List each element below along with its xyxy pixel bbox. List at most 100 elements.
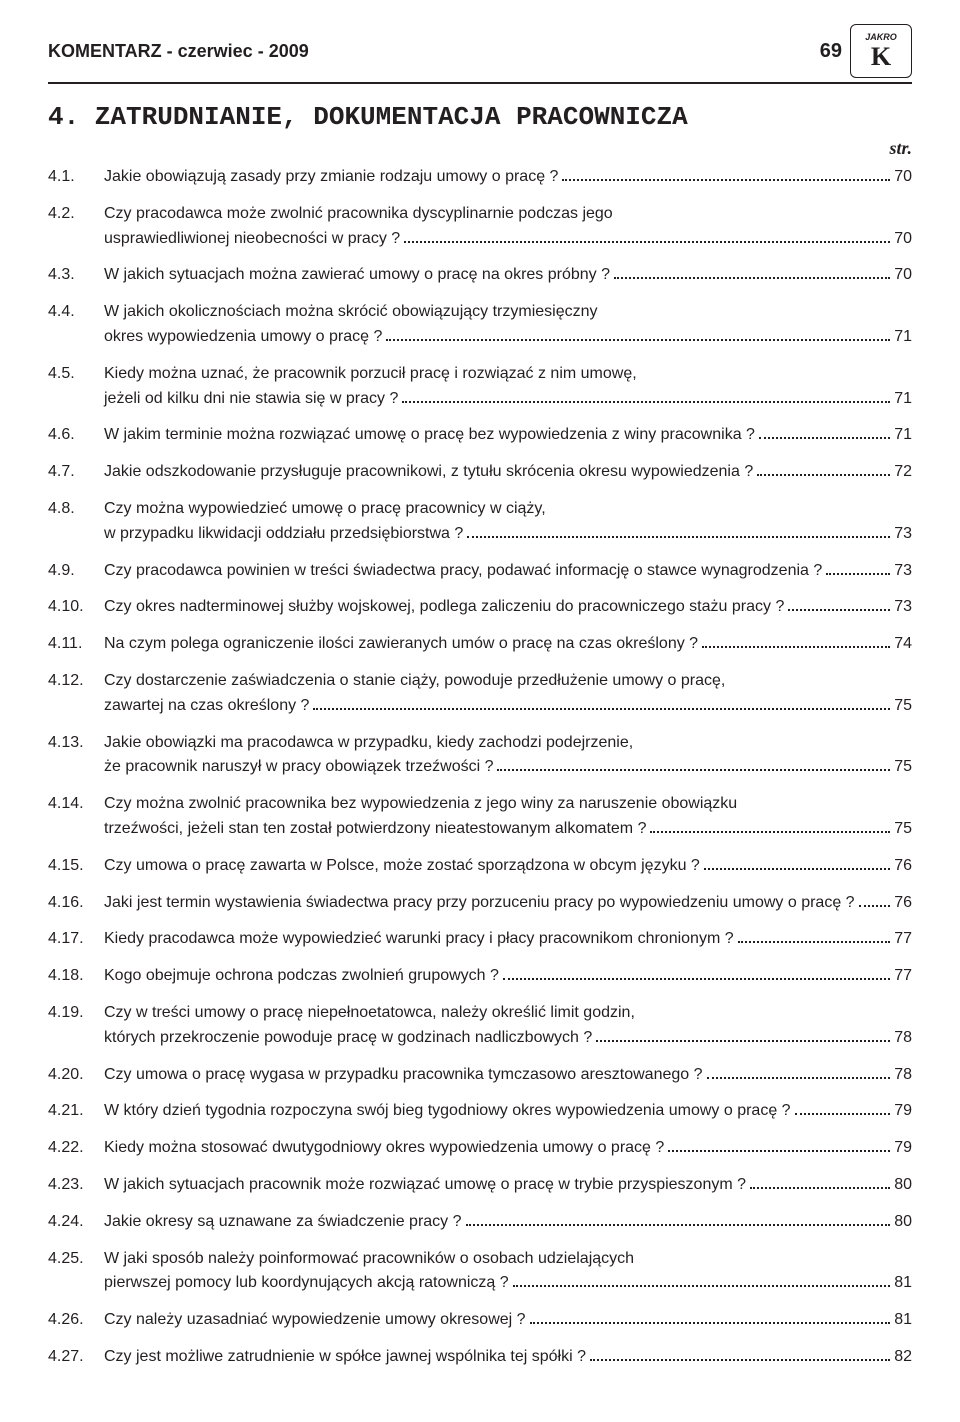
toc-text: pierwszej pomocy lub koordynujących akcj… bbox=[104, 1271, 509, 1296]
toc-text: Czy w treści umowy o pracę niepełnoetato… bbox=[104, 1001, 635, 1026]
toc-number: 4.26. bbox=[48, 1308, 104, 1333]
toc-text: Czy można zwolnić pracownika bez wypowie… bbox=[104, 792, 737, 817]
toc-number: 4.22. bbox=[48, 1136, 104, 1161]
header-left: KOMENTARZ - czerwiec - 2009 bbox=[48, 41, 309, 62]
dot-leader bbox=[466, 1224, 891, 1226]
dot-leader bbox=[402, 401, 890, 403]
toc-body: W który dzień tygodnia rozpoczyna swój b… bbox=[104, 1099, 912, 1124]
toc-item: 4.26.Czy należy uzasadniać wypowiedzenie… bbox=[48, 1308, 912, 1333]
toc-line: Jakie odszkodowanie przysługuje pracowni… bbox=[104, 460, 912, 485]
dot-leader bbox=[750, 1187, 890, 1189]
toc-line: Czy można wypowiedzieć umowę o pracę pra… bbox=[104, 497, 912, 522]
toc-line: pierwszej pomocy lub koordynujących akcj… bbox=[104, 1271, 912, 1296]
dot-leader bbox=[513, 1285, 891, 1287]
dot-leader bbox=[702, 646, 890, 648]
dot-leader bbox=[859, 905, 891, 907]
toc-text: trzeźwości, jeżeli stan ten został potwi… bbox=[104, 817, 646, 842]
dot-leader bbox=[596, 1040, 890, 1042]
toc-line: W jakich okolicznościach można skrócić o… bbox=[104, 300, 912, 325]
toc-page: 70 bbox=[894, 227, 912, 252]
toc-body: Czy należy uzasadniać wypowiedzenie umow… bbox=[104, 1308, 912, 1333]
dot-leader bbox=[497, 769, 890, 771]
toc-body: Czy w treści umowy o pracę niepełnoetato… bbox=[104, 1001, 912, 1051]
toc-page: 76 bbox=[894, 891, 912, 916]
toc-line: Czy umowa o pracę wygasa w przypadku pra… bbox=[104, 1063, 912, 1088]
toc-item: 4.5.Kiedy można uznać, że pracownik porz… bbox=[48, 362, 912, 412]
dot-leader bbox=[707, 1077, 891, 1079]
toc-page: 70 bbox=[894, 165, 912, 190]
toc-page: 70 bbox=[894, 263, 912, 288]
dot-leader bbox=[650, 831, 890, 833]
toc-item: 4.20.Czy umowa o pracę wygasa w przypadk… bbox=[48, 1063, 912, 1088]
dot-leader bbox=[757, 474, 890, 476]
toc-line: Kiedy można uznać, że pracownik porzucił… bbox=[104, 362, 912, 387]
toc-line: Kiedy pracodawca może wypowiedzieć warun… bbox=[104, 927, 912, 952]
dot-leader bbox=[562, 179, 890, 181]
toc-item: 4.17.Kiedy pracodawca może wypowiedzieć … bbox=[48, 927, 912, 952]
toc-item: 4.23.W jakich sytuacjach pracownik może … bbox=[48, 1173, 912, 1198]
toc-text: Czy należy uzasadniać wypowiedzenie umow… bbox=[104, 1308, 526, 1333]
toc-item: 4.3.W jakich sytuacjach można zawierać u… bbox=[48, 263, 912, 288]
toc-line: Jakie okresy są uznawane za świadczenie … bbox=[104, 1210, 912, 1235]
toc-text: że pracownik naruszył w pracy obowiązek … bbox=[104, 755, 493, 780]
toc-line: Czy umowa o pracę zawarta w Polsce, może… bbox=[104, 854, 912, 879]
toc-body: Kogo obejmuje ochrona podczas zwolnień g… bbox=[104, 964, 912, 989]
toc-text: W jakich okolicznościach można skrócić o… bbox=[104, 300, 598, 325]
toc-text: zawartej na czas określony ? bbox=[104, 694, 309, 719]
toc-number: 4.4. bbox=[48, 300, 104, 325]
toc-page: 80 bbox=[894, 1173, 912, 1198]
toc-page: 78 bbox=[894, 1063, 912, 1088]
toc-number: 4.16. bbox=[48, 891, 104, 916]
toc-line: Kiedy można stosować dwutygodniowy okres… bbox=[104, 1136, 912, 1161]
toc-text: W jakich sytuacjach można zawierać umowy… bbox=[104, 263, 610, 288]
toc-number: 4.14. bbox=[48, 792, 104, 817]
toc-body: Jakie obowiązki ma pracodawca w przypadk… bbox=[104, 731, 912, 781]
toc-item: 4.25.W jaki sposób należy poinformować p… bbox=[48, 1247, 912, 1297]
toc-body: W jakich sytuacjach można zawierać umowy… bbox=[104, 263, 912, 288]
toc-line: W jakich sytuacjach pracownik może rozwi… bbox=[104, 1173, 912, 1198]
toc-page: 82 bbox=[894, 1345, 912, 1370]
toc-number: 4.25. bbox=[48, 1247, 104, 1272]
toc-body: Czy pracodawca powinien w treści świadec… bbox=[104, 559, 912, 584]
toc-number: 4.11. bbox=[48, 632, 104, 657]
toc-number: 4.27. bbox=[48, 1345, 104, 1370]
toc-text: Jakie okresy są uznawane za świadczenie … bbox=[104, 1210, 462, 1235]
toc-number: 4.12. bbox=[48, 669, 104, 694]
toc-body: Jaki jest termin wystawienia świadectwa … bbox=[104, 891, 912, 916]
toc-item: 4.4.W jakich okolicznościach można skróc… bbox=[48, 300, 912, 350]
toc-number: 4.13. bbox=[48, 731, 104, 756]
toc-item: 4.12.Czy dostarczenie zaświadczenia o st… bbox=[48, 669, 912, 719]
toc-line: okres wypowiedzenia umowy o pracę ?71 bbox=[104, 325, 912, 350]
toc-page: 75 bbox=[894, 817, 912, 842]
toc-text: jeżeli od kilku dni nie stawia się w pra… bbox=[104, 387, 398, 412]
toc-item: 4.19.Czy w treści umowy o pracę niepełno… bbox=[48, 1001, 912, 1051]
dot-leader bbox=[704, 868, 890, 870]
toc-page: 79 bbox=[894, 1136, 912, 1161]
toc-number: 4.6. bbox=[48, 423, 104, 448]
toc-body: Czy umowa o pracę zawarta w Polsce, może… bbox=[104, 854, 912, 879]
toc-number: 4.18. bbox=[48, 964, 104, 989]
toc-line: Czy należy uzasadniać wypowiedzenie umow… bbox=[104, 1308, 912, 1333]
toc-body: Jakie odszkodowanie przysługuje pracowni… bbox=[104, 460, 912, 485]
toc-item: 4.16.Jaki jest termin wystawienia świade… bbox=[48, 891, 912, 916]
toc-line: w przypadku likwidacji oddziału przedsię… bbox=[104, 522, 912, 547]
toc-page: 71 bbox=[894, 387, 912, 412]
toc-text: Czy umowa o pracę zawarta w Polsce, może… bbox=[104, 854, 700, 879]
toc-line: Czy pracodawca może zwolnić pracownika d… bbox=[104, 202, 912, 227]
toc-item: 4.9.Czy pracodawca powinien w treści świ… bbox=[48, 559, 912, 584]
header-right: 69 JAKRO K bbox=[820, 24, 912, 78]
toc-text: W jakim terminie można rozwiązać umowę o… bbox=[104, 423, 755, 448]
toc-line: że pracownik naruszył w pracy obowiązek … bbox=[104, 755, 912, 780]
toc-body: Czy jest możliwe zatrudnienie w spółce j… bbox=[104, 1345, 912, 1370]
toc-number: 4.20. bbox=[48, 1063, 104, 1088]
toc-body: Czy pracodawca może zwolnić pracownika d… bbox=[104, 202, 912, 252]
toc-item: 4.15.Czy umowa o pracę zawarta w Polsce,… bbox=[48, 854, 912, 879]
logo-text: JAKRO bbox=[865, 33, 897, 42]
toc-body: Jakie okresy są uznawane za świadczenie … bbox=[104, 1210, 912, 1235]
toc-body: Czy można zwolnić pracownika bez wypowie… bbox=[104, 792, 912, 842]
toc-text: Czy można wypowiedzieć umowę o pracę pra… bbox=[104, 497, 546, 522]
toc-body: W jakich sytuacjach pracownik może rozwi… bbox=[104, 1173, 912, 1198]
toc-line: trzeźwości, jeżeli stan ten został potwi… bbox=[104, 817, 912, 842]
header-rule bbox=[48, 82, 912, 84]
toc-number: 4.3. bbox=[48, 263, 104, 288]
